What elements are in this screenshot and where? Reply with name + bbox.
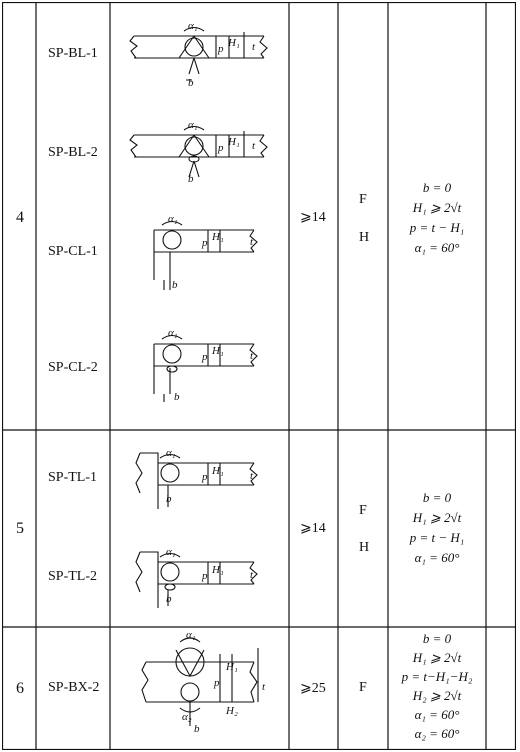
formula-line: p = t − H₁ xyxy=(409,220,465,235)
h1-label: H₁ xyxy=(227,37,240,49)
welding-position: H xyxy=(359,540,370,555)
thickness-range: ⩾14 xyxy=(300,521,326,536)
groove-formulas: b = 0 H₁ ⩾ 2√t p = t−H₁−H₂ H₂ ⩾ 2√t α₁ =… xyxy=(388,629,486,743)
welding-position: H xyxy=(359,230,370,245)
alpha1-label: α₁ xyxy=(168,327,178,339)
formula-line: b = 0 xyxy=(422,631,452,646)
formula-line: α₁ = 60° xyxy=(414,707,460,722)
b-label: b xyxy=(166,593,172,605)
formula-line: b = 0 xyxy=(422,180,452,195)
alpha1-label: α₁ xyxy=(168,213,178,225)
formula-line: α₁ = 60° xyxy=(414,550,460,565)
p-label: p xyxy=(217,142,224,154)
b-label: b xyxy=(194,723,200,735)
diagram-sp-bx-2 xyxy=(141,637,259,726)
h1-label: H₁ xyxy=(227,136,240,148)
formula-line: p = t − H₁ xyxy=(409,530,465,545)
p-label: p xyxy=(213,677,220,689)
b-label: b xyxy=(174,391,180,403)
alpha1-label: α₁ xyxy=(166,546,176,558)
welding-position: F xyxy=(359,680,367,695)
alpha1-label: α₁ xyxy=(186,629,196,641)
h1-label: H₁ xyxy=(211,345,224,357)
h1-label: H₁ xyxy=(211,564,224,576)
alpha1-label: α₁ xyxy=(188,20,198,32)
b-label: b xyxy=(188,173,194,185)
b-label: b xyxy=(166,493,172,505)
h1-label: H₁ xyxy=(225,661,238,673)
groove-code: SP-CL-2 xyxy=(48,360,98,375)
alpha1-label: α₁ xyxy=(166,447,176,459)
row-number: 4 xyxy=(16,209,24,226)
formula-line: H₁ ⩾ 2√t xyxy=(412,200,462,215)
p-label: p xyxy=(217,43,224,55)
formula-line: α₂ = 60° xyxy=(414,726,460,741)
t-label: t xyxy=(252,41,256,53)
t-label: t xyxy=(250,236,254,248)
t-label: t xyxy=(262,681,266,693)
h1-label: H₁ xyxy=(211,231,224,243)
t-label: t xyxy=(250,569,254,581)
p-label: p xyxy=(201,570,208,582)
alpha1-label: α₁ xyxy=(188,119,198,131)
t-label: t xyxy=(252,140,256,152)
diagram-sp-tl-1 xyxy=(135,452,258,509)
diagram-sp-bl-2 xyxy=(129,125,268,178)
formula-line: H₂ ⩾ 2√t xyxy=(412,688,462,703)
diagram-sp-cl-1 xyxy=(153,220,258,290)
formula-line: H₁ ⩾ 2√t xyxy=(412,510,462,525)
formula-line: p = t−H₁−H₂ xyxy=(401,669,473,684)
groove-code: SP-BX-2 xyxy=(48,680,100,695)
groove-formulas: b = 0 H₁ ⩾ 2√t p = t − H₁ α₁ = 60° xyxy=(388,488,486,568)
welding-position: F xyxy=(359,503,367,518)
b-label: b xyxy=(188,77,194,89)
p-label: p xyxy=(201,237,208,249)
groove-code: SP-TL-2 xyxy=(48,569,97,584)
welding-position: F xyxy=(359,192,367,207)
groove-code: SP-BL-2 xyxy=(48,145,98,160)
t-label: t xyxy=(250,350,254,362)
p-label: p xyxy=(201,351,208,363)
thickness-range: ⩾14 xyxy=(300,210,326,225)
thickness-range: ⩾25 xyxy=(300,681,326,696)
row-number: 5 xyxy=(16,520,24,537)
row-number: 6 xyxy=(16,680,24,697)
diagram-sp-cl-2 xyxy=(153,334,258,402)
groove-code: SP-TL-1 xyxy=(48,470,97,485)
alpha2-label: α₂ xyxy=(182,711,192,723)
formula-line: H₁ ⩾ 2√t xyxy=(412,650,462,665)
formula-line: α₁ = 60° xyxy=(414,240,460,255)
diagram-sp-bl-1 xyxy=(129,26,268,81)
groove-code: SP-CL-1 xyxy=(48,244,98,259)
b-label: b xyxy=(172,279,178,291)
groove-formulas: b = 0 H₁ ⩾ 2√t p = t − H₁ α₁ = 60° xyxy=(388,178,486,258)
h2-label: H₂ xyxy=(225,705,238,717)
formula-line: b = 0 xyxy=(422,490,452,505)
h1-label: H₁ xyxy=(211,465,224,477)
diagram-sp-tl-2 xyxy=(135,551,258,608)
groove-code: SP-BL-1 xyxy=(48,46,98,61)
p-label: p xyxy=(201,471,208,483)
t-label: t xyxy=(250,470,254,482)
